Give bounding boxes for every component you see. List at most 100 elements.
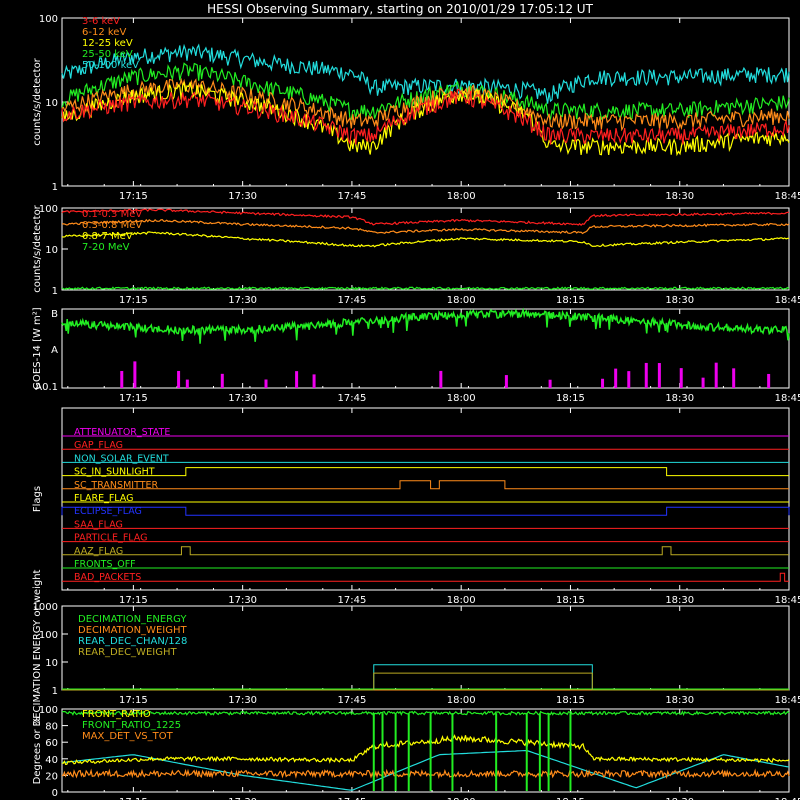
p5-series xyxy=(62,672,789,691)
p3-ytick-label: A xyxy=(51,345,58,356)
flag-line xyxy=(62,572,789,582)
flag-label: GAP_FLAG xyxy=(74,440,123,451)
p1-legend-item: 12-25 keV xyxy=(82,38,133,49)
p5-time-label: 18:15 xyxy=(556,695,585,706)
p6-time-label: 18:15 xyxy=(556,797,585,800)
p2-ytick-label: 100 xyxy=(39,204,58,215)
p6-ytick-label: 60 xyxy=(45,738,58,749)
p1-time-label: 17:30 xyxy=(228,191,257,202)
p4-ylabel: Flags xyxy=(32,486,43,512)
p6-ytick-label: 40 xyxy=(45,755,58,766)
flag-label: PARTICLE_FLAG xyxy=(74,533,147,544)
p3-event-bar xyxy=(220,373,224,388)
p2-series xyxy=(61,286,790,291)
p5-time-label: 18:30 xyxy=(665,695,694,706)
flag-label: ATTENUATOR_STATE xyxy=(74,427,170,438)
p3-event-bar xyxy=(264,379,268,388)
panels: 17:15 17:30 17:45 18:00 18:15 18:30 18:45 count… xyxy=(32,14,800,800)
p3-time-label: 18:00 xyxy=(447,393,476,404)
p2-time-label: 18:30 xyxy=(665,295,694,306)
p2-ytick-label: 1 xyxy=(52,286,58,297)
flag-line xyxy=(62,467,789,477)
p5-ylabel: DECIMATION ENERGY or weight xyxy=(32,569,43,726)
p3-ytick-label: A0.1 xyxy=(35,382,58,393)
p2-time-label: 17:45 xyxy=(338,295,367,306)
p3-event-bar xyxy=(767,373,771,388)
p2-frame xyxy=(61,207,790,291)
p3-event-bar xyxy=(601,378,605,388)
p4-time-label: 18:30 xyxy=(665,595,694,606)
p3-event-bar xyxy=(312,374,316,388)
p3-event-bar xyxy=(548,379,552,388)
p1-legend-item: 6-12 keV xyxy=(82,27,126,38)
p5-legend-item: DECIMATION_ENERGY xyxy=(78,614,187,625)
flag-line xyxy=(61,506,790,516)
p6-ytick-label: 20 xyxy=(45,771,58,782)
p3-event-bar xyxy=(614,368,618,388)
p2-time-label: 17:15 xyxy=(119,295,148,306)
p3-time-label: 18:30 xyxy=(665,393,694,404)
flag-line xyxy=(62,480,789,490)
p4-time-label: 17:45 xyxy=(338,595,367,606)
flag-line xyxy=(62,546,789,556)
flag-label: ECLIPSE_FLAG xyxy=(74,506,142,517)
p3-event-bar xyxy=(732,368,736,388)
p5-time-label: 17:45 xyxy=(338,695,367,706)
p6-series xyxy=(61,749,790,791)
p3-goes-series xyxy=(61,307,790,344)
p1-time-label: 17:45 xyxy=(338,191,367,202)
p3-time-label: 18:45 xyxy=(775,393,800,404)
panel-p4: 17:15 17:30 17:45 18:00 18:15 18:30 18:45 Flags… xyxy=(32,407,800,606)
p5-legend-item: REAR_DEC_WEIGHT xyxy=(78,647,177,658)
p5-ytick-label: 100 xyxy=(39,630,58,641)
p5-time-label: 18:45 xyxy=(775,695,800,706)
p4-time-label: 18:00 xyxy=(447,595,476,606)
flag-label: BAD_PACKETS xyxy=(74,572,141,583)
p1-ytick-label: 10 xyxy=(45,98,58,109)
p3-event-bar xyxy=(627,371,631,388)
flag-label: FRONTS_OFF xyxy=(74,559,136,570)
p6-legend-item: FRONT_RATIO_1225 xyxy=(82,720,181,731)
p2-time-label: 18:00 xyxy=(447,295,476,306)
p6-time-label: 18:30 xyxy=(665,797,694,800)
panel-p1: 17:15 17:30 17:45 18:00 18:15 18:30 18:45 count… xyxy=(32,14,800,202)
p3-ylabel: GOES-14 [W m²] xyxy=(32,307,43,390)
p2-ylabel: counts/s/detector xyxy=(32,204,43,292)
p2-legend-item: 7-20 MeV xyxy=(82,242,130,253)
p3-event-bar xyxy=(295,371,299,388)
p6-series xyxy=(61,734,790,766)
flag-label: NON_SOLAR_EVENT xyxy=(74,453,169,464)
p3-event-bar xyxy=(679,368,683,388)
p2-time-label: 17:30 xyxy=(228,295,257,306)
p6-time-label: 17:45 xyxy=(338,797,367,800)
p1-ylabel: counts/s/detector xyxy=(32,57,43,145)
p5-legend-item: REAR_DEC_CHAN/128 xyxy=(78,636,187,647)
p1-legend-item: 25-50 keV xyxy=(82,49,133,60)
p5-time-label: 17:30 xyxy=(228,695,257,706)
p3-event-bar xyxy=(504,375,508,388)
p3-time-label: 18:15 xyxy=(556,393,585,404)
panel-p3: 17:15 17:30 17:45 18:00 18:15 18:30 18:45 GOES-… xyxy=(32,307,800,404)
p4-time-label: 18:15 xyxy=(556,595,585,606)
p3-event-bar xyxy=(714,362,718,388)
p6-frame xyxy=(61,708,790,793)
p6-time-label: 17:15 xyxy=(119,797,148,800)
p2-ytick-label: 10 xyxy=(45,245,58,256)
flag-label: SC_IN_SUNLIGHT xyxy=(74,467,155,478)
p3-event-bar xyxy=(185,379,189,388)
p1-series xyxy=(61,62,790,121)
p3-frame xyxy=(61,308,790,389)
p5-ytick-label: 10 xyxy=(45,658,58,669)
p1-ytick-label: 1 xyxy=(52,182,58,193)
p1-legend-item: 3-6 keV xyxy=(82,16,120,27)
p2-legend-item: 0.3-0.8 MeV xyxy=(82,220,142,231)
p2-time-label: 18:45 xyxy=(775,295,800,306)
p6-time-label: 18:45 xyxy=(775,797,800,800)
p1-series xyxy=(61,88,790,146)
p6-ytick-label: 0 xyxy=(52,788,58,799)
p4-time-label: 18:45 xyxy=(775,595,800,606)
p5-time-label: 17:15 xyxy=(119,695,148,706)
p5-time-label: 18:00 xyxy=(447,695,476,706)
p5-ytick-label: 1000 xyxy=(33,602,58,613)
p3-time-label: 17:30 xyxy=(228,393,257,404)
